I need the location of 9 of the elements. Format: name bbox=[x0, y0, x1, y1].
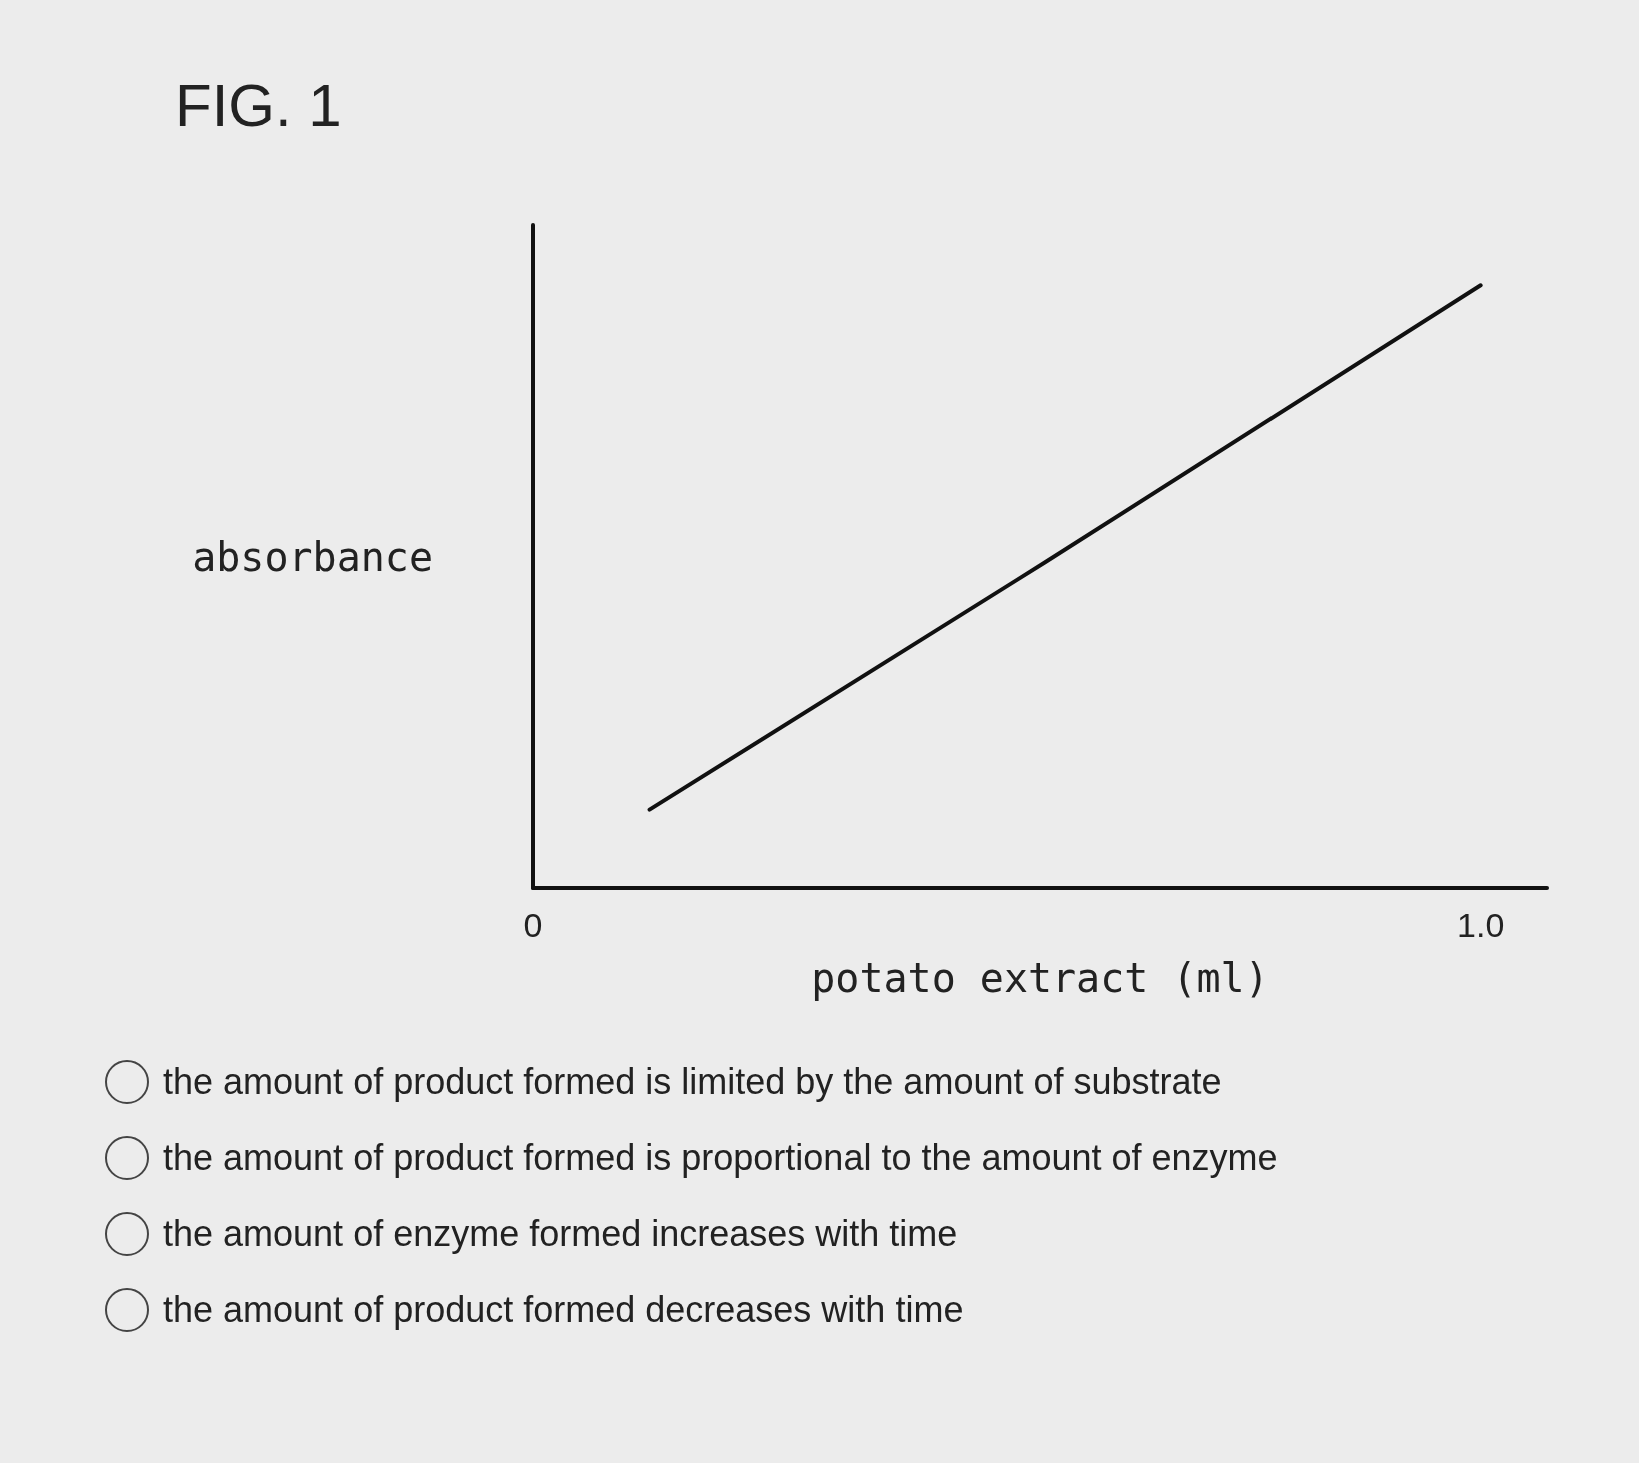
y-axis-title: absorbance bbox=[192, 533, 433, 580]
text: the amount of product formed is proportional to the amount of enzyme bbox=[163, 1137, 1278, 1179]
text: the amount of product formed is limited by the amount of substrate bbox=[163, 1061, 1222, 1103]
text: the amount of enzyme formed increases with time bbox=[163, 1213, 958, 1255]
x-axis-title: potato extract (ml) bbox=[811, 955, 1269, 1001]
x-tick-label: 1.0 bbox=[1457, 906, 1505, 944]
text: the amount of product formed decreases with time bbox=[163, 1289, 964, 1331]
chart-title: FIG. 1 bbox=[175, 71, 342, 139]
x-tick-label: 0 bbox=[523, 906, 543, 944]
